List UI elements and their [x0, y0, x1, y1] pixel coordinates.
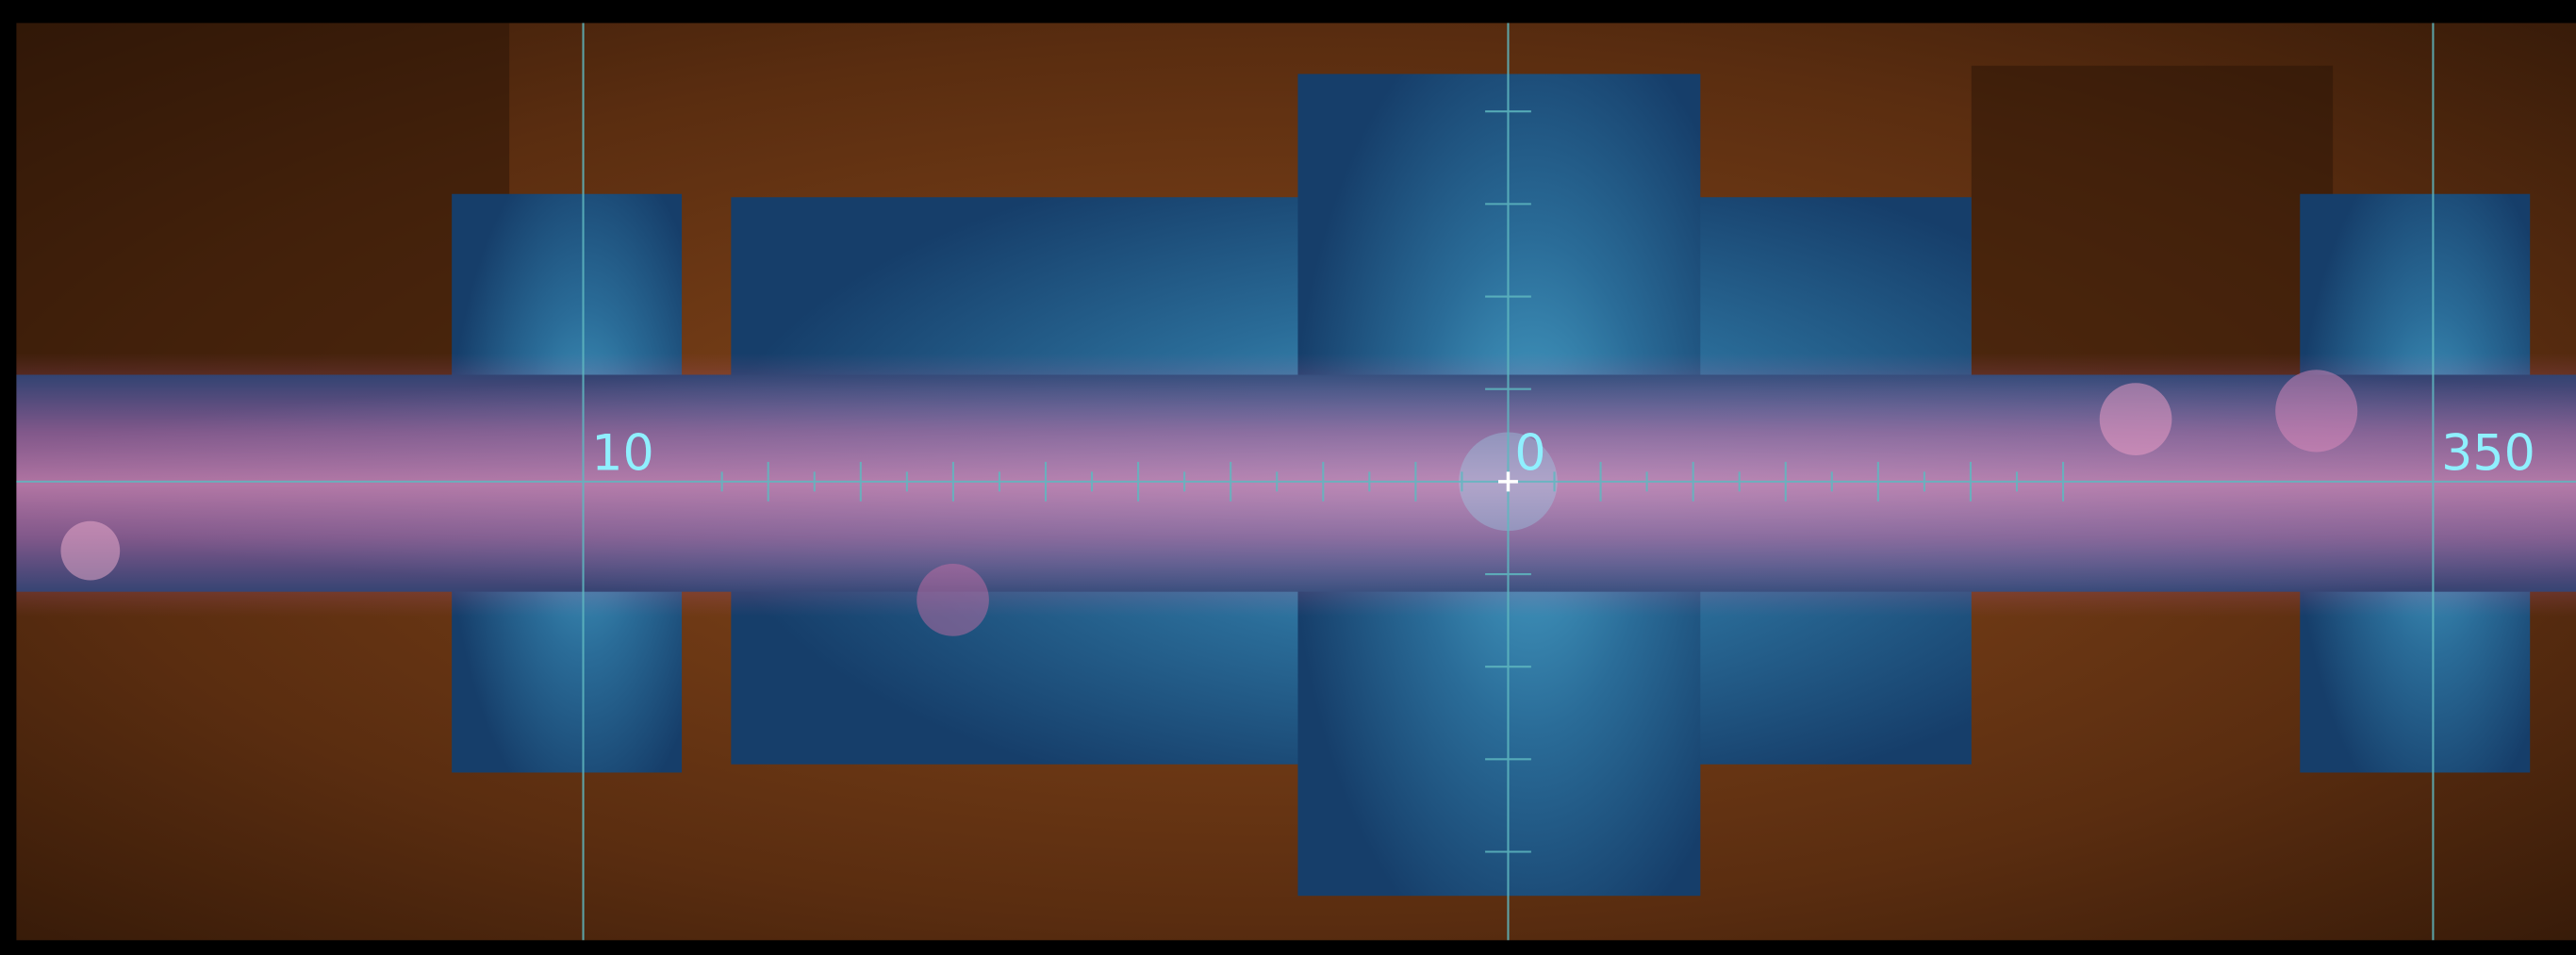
dark-dust	[1971, 65, 2334, 379]
grid-label: 0	[1514, 425, 1545, 483]
nebula	[916, 564, 989, 636]
nebula	[2275, 370, 2358, 453]
galactic-band	[16, 353, 2576, 617]
dark-dust	[16, 23, 510, 385]
grid-label: 350	[2441, 425, 2535, 483]
nebula	[2099, 383, 2172, 455]
grid-label: 10	[591, 425, 653, 483]
center-marker	[1498, 471, 1518, 492]
nebula	[60, 520, 121, 581]
